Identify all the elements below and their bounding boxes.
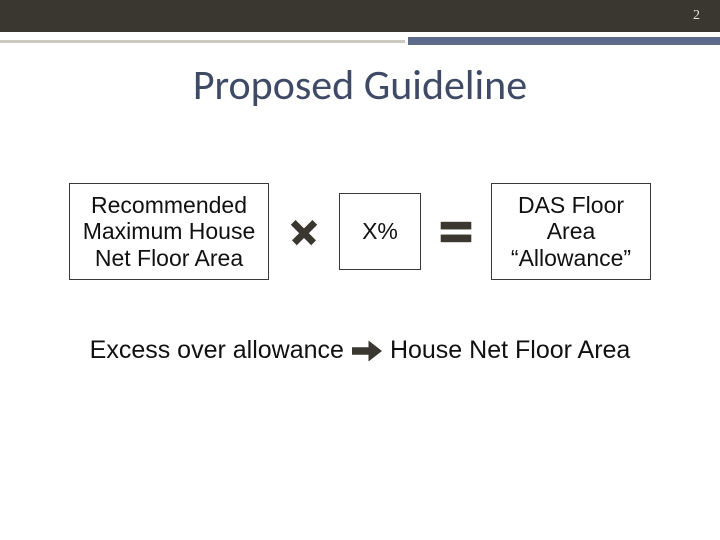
page-title: Proposed Guideline [0,60,720,111]
page-number: 2 [693,8,700,24]
equals-icon [439,215,473,249]
accent-line-left [0,40,405,43]
header-bar: 2 [0,0,720,32]
formula-box-recommended: Recommended Maximum House Net Floor Area [69,183,269,280]
arrow-right-icon [352,340,382,362]
formula-row: Recommended Maximum House Net Floor Area… [0,183,720,280]
accent-line-right [408,37,720,45]
statement-right: House Net Floor Area [390,336,630,365]
multiply-icon [287,215,321,249]
formula-box-allowance: DAS Floor Area “Allowance” [491,183,651,280]
statement-left: Excess over allowance [90,336,344,365]
accent-lines [0,37,720,47]
statement-row: Excess over allowance House Net Floor Ar… [0,336,720,365]
formula-box-percent: X% [339,193,421,269]
